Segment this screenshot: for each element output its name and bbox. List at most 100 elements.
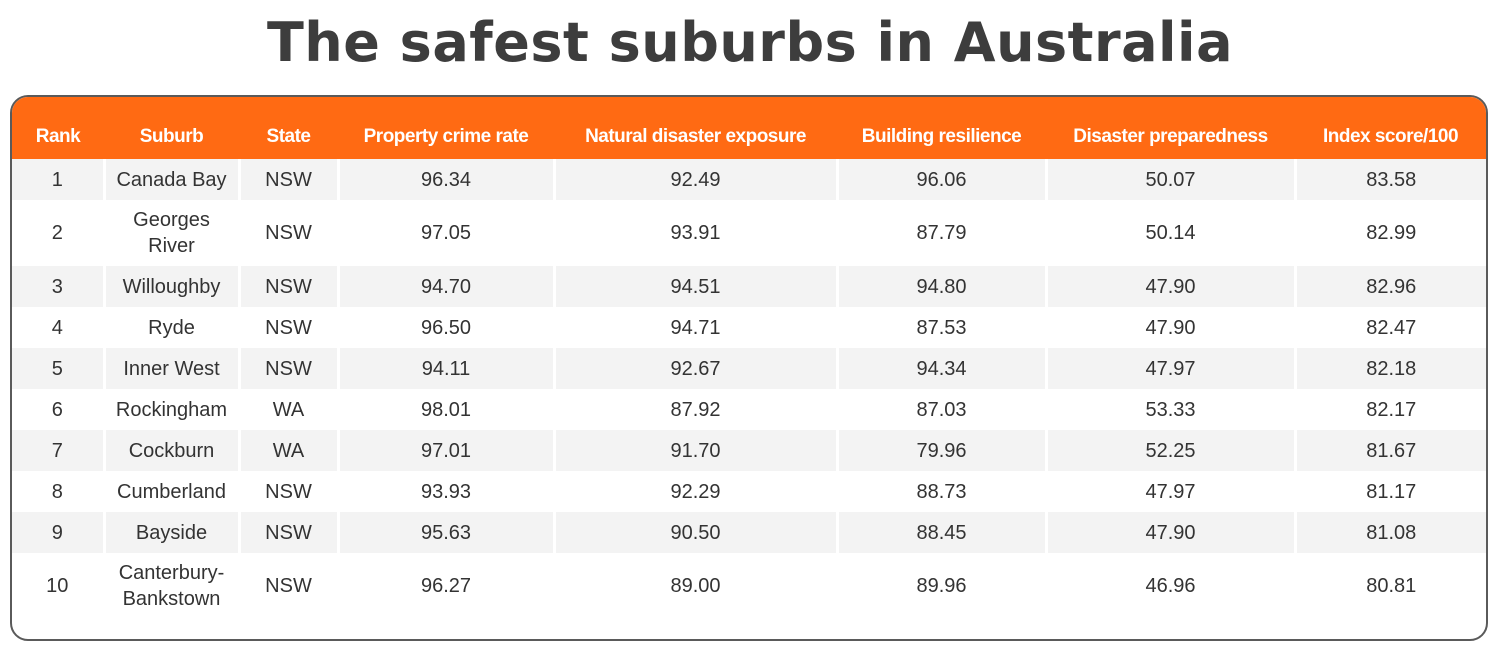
column-header-rank: Rank (35, 126, 81, 147)
cell-natural-disaster-exposure: 93.91 (554, 200, 839, 266)
cell-index-score: 82.17 (1295, 389, 1486, 430)
ranking-table: Rank Suburb State Property crime rate Na… (12, 97, 1486, 619)
table-row: 3 Willoughby NSW 94.70 94.51 94.80 47.90 82.96 (12, 266, 1486, 307)
cell-rank: 9 (12, 512, 106, 553)
cell-natural-disaster-exposure: 92.49 (554, 159, 839, 200)
cell-suburb: Canada Bay (104, 159, 241, 200)
cell-property-crime-rate: 97.01 (338, 430, 556, 471)
cell-building-resilience: 88.45 (837, 512, 1048, 553)
column-header-building-resilience: Building resilience (861, 126, 1022, 147)
table-header-bar (12, 97, 1486, 159)
column-header-state: State (266, 126, 311, 147)
cell-rank: 7 (12, 430, 106, 471)
cell-natural-disaster-exposure: 89.00 (554, 553, 839, 619)
cell-building-resilience: 87.79 (837, 200, 1048, 266)
cell-property-crime-rate: 97.05 (338, 200, 556, 266)
table-row: 6 Rockingham WA 98.01 87.92 87.03 53.33 82.17 (12, 389, 1486, 430)
cell-disaster-preparedness: 47.90 (1046, 266, 1297, 307)
cell-building-resilience: 94.34 (837, 348, 1048, 389)
cell-natural-disaster-exposure: 90.50 (554, 512, 839, 553)
cell-property-crime-rate: 94.11 (338, 348, 556, 389)
cell-disaster-preparedness: 47.97 (1046, 471, 1297, 512)
cell-building-resilience: 87.53 (837, 307, 1048, 348)
cell-suburb: Cumberland (104, 471, 241, 512)
cell-suburb: Inner West (104, 348, 241, 389)
cell-disaster-preparedness: 52.25 (1046, 430, 1297, 471)
cell-disaster-preparedness: 47.90 (1046, 307, 1297, 348)
cell-suburb: Canterbury-Bankstown (104, 553, 241, 619)
cell-state: NSW (239, 307, 340, 348)
cell-rank: 8 (12, 471, 106, 512)
cell-index-score: 81.08 (1295, 512, 1486, 553)
cell-property-crime-rate: 96.27 (338, 553, 556, 619)
cell-state: NSW (239, 159, 340, 200)
cell-building-resilience: 89.96 (837, 553, 1048, 619)
ranking-table-card: Rank Suburb State Property crime rate Na… (10, 95, 1488, 641)
cell-building-resilience: 88.73 (837, 471, 1048, 512)
cell-index-score: 81.17 (1295, 471, 1486, 512)
cell-rank: 2 (12, 200, 106, 266)
cell-state: WA (239, 389, 340, 430)
table-row: 5 Inner West NSW 94.11 92.67 94.34 47.97 82.18 (12, 348, 1486, 389)
cell-suburb: Georges River (104, 200, 241, 266)
table-row: 7 Cockburn WA 97.01 91.70 79.96 52.25 81.67 (12, 430, 1486, 471)
column-header-suburb: Suburb (139, 126, 204, 147)
column-header-index-score: Index score/100 (1322, 126, 1459, 147)
cell-suburb: Bayside (104, 512, 241, 553)
cell-natural-disaster-exposure: 94.51 (554, 266, 839, 307)
column-header-property-crime-rate: Property crime rate (363, 126, 529, 147)
cell-rank: 6 (12, 389, 106, 430)
cell-property-crime-rate: 96.50 (338, 307, 556, 348)
cell-index-score: 83.58 (1295, 159, 1486, 200)
cell-disaster-preparedness: 53.33 (1046, 389, 1297, 430)
cell-property-crime-rate: 95.63 (338, 512, 556, 553)
table-header-row: Rank Suburb State Property crime rate Na… (12, 97, 1486, 159)
cell-state: NSW (239, 512, 340, 553)
cell-building-resilience: 79.96 (837, 430, 1048, 471)
cell-natural-disaster-exposure: 91.70 (554, 430, 839, 471)
cell-rank: 5 (12, 348, 106, 389)
cell-index-score: 82.99 (1295, 200, 1486, 266)
table-body: 1 Canada Bay NSW 96.34 92.49 96.06 50.07 83.58 2… (12, 159, 1486, 619)
table-row: 8 Cumberland NSW 93.93 92.29 88.73 47.97 81.17 (12, 471, 1486, 512)
cell-state: NSW (239, 266, 340, 307)
cell-index-score: 80.81 (1295, 553, 1486, 619)
table-row: 2 Georges River NSW 97.05 93.91 87.79 50.14 82.… (12, 200, 1486, 266)
cell-disaster-preparedness: 47.90 (1046, 512, 1297, 553)
cell-disaster-preparedness: 50.14 (1046, 200, 1297, 266)
cell-suburb: Willoughby (104, 266, 241, 307)
cell-index-score: 82.18 (1295, 348, 1486, 389)
cell-suburb: Ryde (104, 307, 241, 348)
cell-natural-disaster-exposure: 94.71 (554, 307, 839, 348)
cell-property-crime-rate: 98.01 (338, 389, 556, 430)
table-row: 1 Canada Bay NSW 96.34 92.49 96.06 50.07 83.58 (12, 159, 1486, 200)
cell-rank: 10 (12, 553, 106, 619)
cell-rank: 1 (12, 159, 106, 200)
cell-index-score: 82.96 (1295, 266, 1486, 307)
cell-property-crime-rate: 94.70 (338, 266, 556, 307)
cell-index-score: 81.67 (1295, 430, 1486, 471)
column-header-natural-disaster-exposure: Natural disaster exposure (585, 126, 806, 147)
cell-disaster-preparedness: 47.97 (1046, 348, 1297, 389)
table-row: 9 Bayside NSW 95.63 90.50 88.45 47.90 81.08 (12, 512, 1486, 553)
cell-rank: 3 (12, 266, 106, 307)
page-title: The safest suburbs in Australia (266, 11, 1234, 74)
cell-index-score: 82.47 (1295, 307, 1486, 348)
cell-natural-disaster-exposure: 92.29 (554, 471, 839, 512)
table-row: 10 Canterbury-Bankstown NSW 96.27 89.00 89.96… (12, 553, 1486, 619)
cell-disaster-preparedness: 46.96 (1046, 553, 1297, 619)
cell-state: NSW (239, 471, 340, 512)
column-header-disaster-preparedness: Disaster preparedness (1073, 126, 1268, 147)
cell-rank: 4 (12, 307, 106, 348)
cell-state: WA (239, 430, 340, 471)
cell-state: NSW (239, 200, 340, 266)
cell-property-crime-rate: 96.34 (338, 159, 556, 200)
cell-disaster-preparedness: 50.07 (1046, 159, 1297, 200)
table-row: 4 Ryde NSW 96.50 94.71 87.53 47.90 82.47 (12, 307, 1486, 348)
cell-state: NSW (239, 348, 340, 389)
cell-building-resilience: 96.06 (837, 159, 1048, 200)
cell-building-resilience: 87.03 (837, 389, 1048, 430)
cell-building-resilience: 94.80 (837, 266, 1048, 307)
cell-suburb: Cockburn (104, 430, 241, 471)
cell-suburb: Rockingham (104, 389, 241, 430)
